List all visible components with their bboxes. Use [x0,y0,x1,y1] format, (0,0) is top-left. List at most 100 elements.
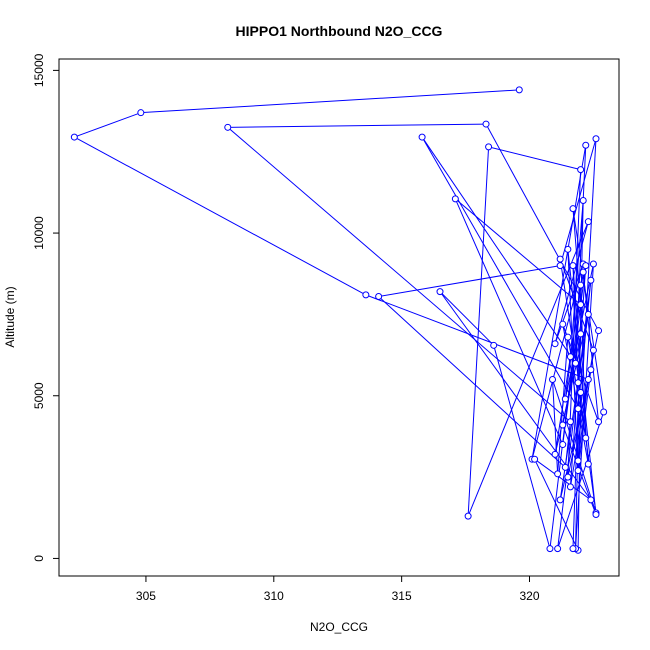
series-line-segment [74,112,141,138]
series-line-segment [549,272,584,549]
series-line-segment [140,89,520,114]
data-point [592,511,600,519]
data-point [485,143,493,151]
x-tick-label: 315 [392,589,412,603]
series-line-segment [577,382,597,513]
data-point [561,395,569,403]
series-line-segment [467,146,490,517]
data-point [577,281,585,289]
series-line-segment [488,146,581,171]
data-point [418,133,426,141]
data-point [569,545,577,553]
series-line-segment [554,314,589,455]
series-line-segment [569,200,584,357]
x-tick-label: 305 [136,589,156,603]
series-line-segment [227,123,487,128]
data-point [362,291,370,299]
data-point [564,245,572,253]
data-point [569,205,577,213]
series-line-segment [378,265,561,298]
data-point [582,434,590,442]
data-point [595,418,603,426]
data-point [569,262,577,270]
data-point [577,301,585,309]
y-tick-label: 0 [32,555,46,562]
series-line-segment [552,379,597,514]
data-point [579,268,587,276]
series-line-segment [439,291,495,346]
series-points [70,86,608,554]
series-line-segment [567,169,582,478]
chart-title: HIPPO1 Northbound N2O_CCG [236,23,443,39]
data-point [564,473,572,481]
series-line-segment [378,296,566,468]
series-line-segment [577,369,592,471]
series-line-segment [552,379,559,474]
y-tick-label: 5000 [32,382,46,409]
x-tick-label: 320 [519,589,539,603]
series-line-segment [74,136,367,296]
data-point [589,260,597,268]
data-point [600,408,608,416]
data-point [589,346,597,354]
data-point [587,496,595,504]
y-axis-label: Altitude (m) [3,286,17,347]
data-point [556,262,564,270]
data-point [559,441,567,449]
data-point [566,353,574,361]
data-point [546,545,554,553]
data-point [515,86,523,94]
data-point [584,310,592,318]
data-point [577,166,585,174]
series-line-segment [557,411,605,549]
data-point [587,366,595,374]
data-point [549,375,557,383]
data-point [574,405,582,413]
data-point [577,330,585,338]
x-axis: 305 310 315 320 [136,575,540,603]
data-point [574,379,582,387]
plot-frame [58,58,620,577]
x-tick-label: 310 [264,589,284,603]
data-point [551,340,559,348]
data-point [587,276,595,284]
series-line-segment [531,145,587,460]
data-point [464,512,472,520]
data-point [70,133,78,141]
series-line-segment [454,198,564,445]
series-line-segment [562,333,582,426]
data-point [592,135,600,143]
data-point [436,288,444,296]
data-point [559,320,567,328]
y-tick-label: 15000 [32,53,46,87]
series-line-segment [455,198,581,306]
series-line-segment [365,294,589,380]
data-point [559,421,567,429]
data-point [556,255,564,263]
data-point [584,218,592,226]
data-point [551,450,559,458]
data-point [582,141,590,149]
data-point [375,293,383,301]
series-line-segment [559,138,597,266]
data-point [595,327,603,335]
series-line-segment [567,249,597,515]
series-line-segment [572,208,582,305]
data-point [554,470,562,478]
series-line-segment [493,345,551,549]
series-line-segment [567,249,579,471]
data-point [224,123,232,131]
series-line-segment [572,333,582,549]
data-point [554,545,562,553]
series-line-segment [572,208,605,413]
series-line-segment [421,136,579,410]
data-point [566,483,574,491]
y-axis: 0 5000 10000 15000 [32,53,60,562]
data-point [572,359,580,367]
series-line-segment [534,458,592,501]
data-point [584,375,592,383]
series-line-segment [467,221,589,517]
series-line-segment [554,356,571,455]
data-point [531,455,539,463]
